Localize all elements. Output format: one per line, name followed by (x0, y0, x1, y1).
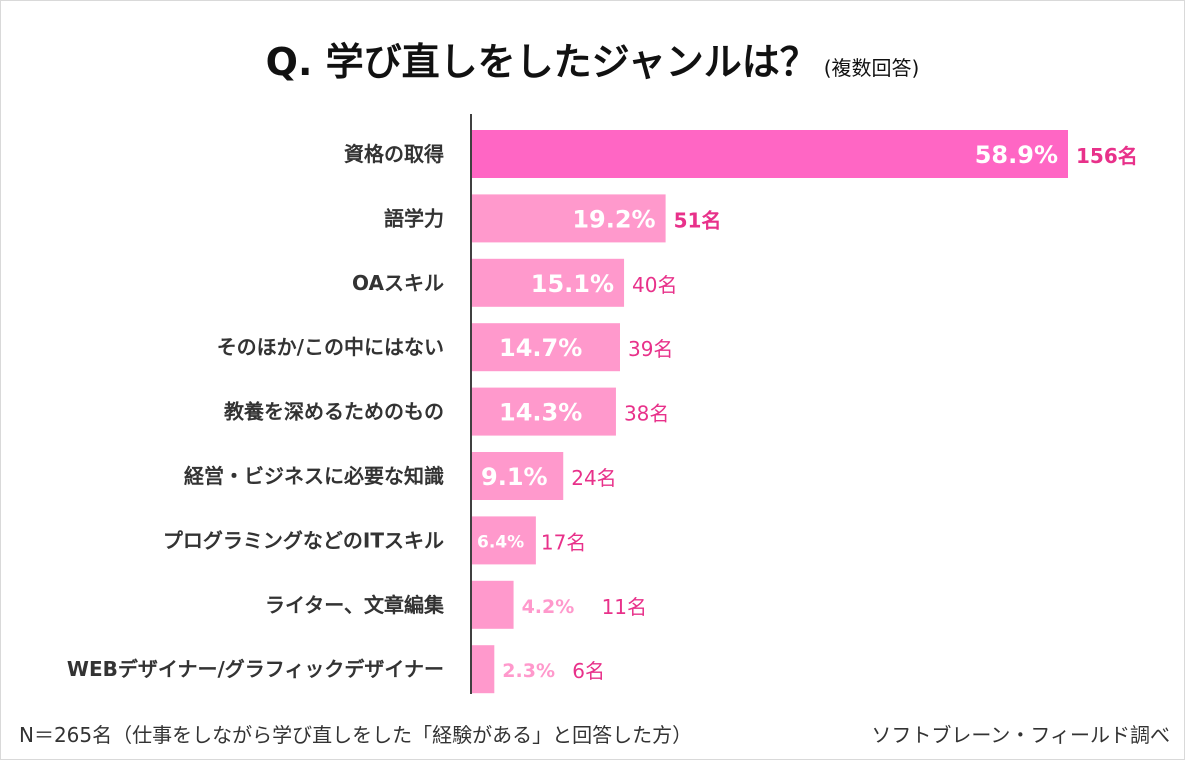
bar (471, 387, 616, 436)
title-main: Q. 学び直しをしたジャンルは？ (265, 40, 818, 84)
bar (471, 580, 514, 629)
chart-title: Q. 学び直しをしたジャンルは？ (複数回答) (1, 31, 1184, 86)
category-label: 経営・ビジネスに必要な知識 (184, 464, 444, 488)
count-label: 40名 (632, 273, 677, 297)
count-label: 24名 (571, 466, 616, 490)
title-sub: (複数回答) (823, 56, 920, 80)
percent-label: 9.1% (481, 463, 548, 491)
category-label: 語学力 (384, 206, 444, 230)
category-label: そのほか/この中にはない (217, 335, 444, 359)
category-label: OAスキル (352, 271, 444, 295)
source-credit: ソフトブレーン・フィールド調べ (871, 723, 1170, 747)
bar (471, 516, 536, 565)
percent-label: 58.9% (975, 141, 1058, 169)
percent-label: 14.7% (499, 334, 582, 362)
category-label: 資格の取得 (344, 142, 444, 166)
bar (471, 130, 1068, 178)
count-label: 6名 (572, 659, 605, 683)
category-label: プログラミングなどのITスキル (163, 528, 444, 552)
percent-label: 14.3% (499, 399, 582, 427)
count-label: 39名 (628, 337, 673, 361)
category-label: WEBデザイナー/グラフィックデザイナー (67, 657, 444, 681)
category-label: 教養を深めるためのもの (224, 400, 444, 424)
count-label: 17名 (541, 530, 586, 554)
sample-note: N＝265名（仕事をしながら学び直しをした「経験がある」と回答した方） (19, 723, 693, 747)
count-label: 11名 (602, 595, 647, 619)
percent-label: 19.2% (572, 205, 655, 233)
bar (471, 645, 495, 694)
percent-label: 4.2% (522, 596, 575, 618)
bar (471, 323, 620, 372)
count-label: 51名 (674, 208, 722, 232)
percent-label: 2.3% (502, 660, 555, 682)
category-label: ライター、文章編集 (265, 593, 445, 617)
count-label: 38名 (624, 402, 669, 426)
bar (471, 258, 625, 307)
bar (471, 194, 666, 243)
percent-label: 15.1% (531, 270, 614, 298)
count-label: 156名 (1076, 144, 1138, 168)
bar (471, 452, 564, 500)
percent-label: 6.4% (477, 532, 524, 552)
